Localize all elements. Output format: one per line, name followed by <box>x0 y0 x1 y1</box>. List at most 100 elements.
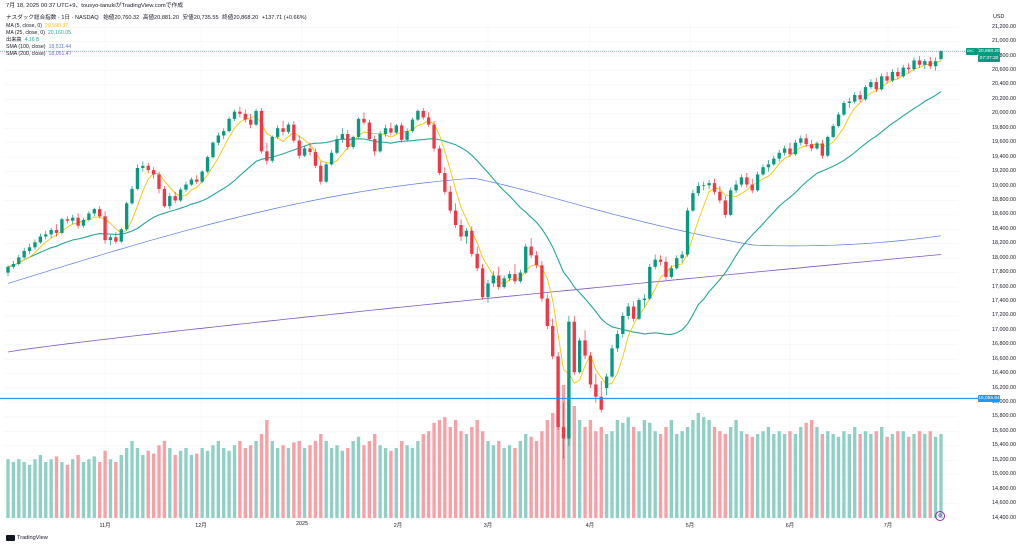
candle-body <box>799 138 803 143</box>
volume-bar <box>664 427 668 518</box>
volume-bar <box>739 431 744 518</box>
volume-bar <box>453 420 458 518</box>
legend-sma100[interactable]: SMA (100, close) 18,511.44 <box>6 44 71 51</box>
candle-body <box>869 82 873 88</box>
candle <box>71 214 75 225</box>
candle <box>540 261 544 302</box>
candle-body <box>761 167 765 175</box>
volume-bar <box>901 431 905 518</box>
candle <box>604 373 609 396</box>
volume-bar <box>22 462 26 518</box>
candle <box>124 201 129 231</box>
volume-bar <box>319 434 323 518</box>
candle <box>567 315 571 446</box>
candle <box>49 227 53 238</box>
volume-bar <box>157 445 161 518</box>
candle <box>853 92 857 104</box>
ma-25-line <box>7 91 942 335</box>
volume-bar <box>820 434 825 518</box>
candle <box>416 109 420 122</box>
time-tick-label: 2月 <box>393 523 403 529</box>
candle <box>615 330 620 352</box>
candle <box>437 145 442 176</box>
volume-bar <box>545 420 549 518</box>
candle-body <box>863 87 868 100</box>
volume-bar <box>324 441 328 518</box>
volume-bar <box>249 445 253 518</box>
candle <box>712 178 717 195</box>
candle-body <box>297 140 301 156</box>
candle <box>556 352 560 430</box>
candle <box>750 178 754 194</box>
candle-body <box>453 210 458 225</box>
candle <box>863 84 868 101</box>
candle <box>259 108 264 154</box>
candle-body <box>707 183 711 186</box>
symbol-name[interactable]: ナスダック総合指数 · 1日 · NASDAQ <box>6 15 99 21</box>
candle-body <box>610 348 614 377</box>
candle-body <box>502 278 506 288</box>
volume-bar <box>394 448 398 518</box>
legend-volume[interactable]: 出来高 4.16 B <box>6 37 40 44</box>
candle <box>739 174 744 187</box>
currency-label[interactable]: USD <box>993 14 1005 20</box>
candle-body <box>782 148 787 153</box>
candle-body <box>836 114 841 127</box>
candle-body <box>44 234 48 237</box>
candle-body <box>470 230 474 254</box>
volume-bar <box>782 434 787 518</box>
candle <box>874 77 878 93</box>
candle-body <box>448 191 452 211</box>
volume-bar <box>405 445 409 518</box>
volume-bar <box>842 431 846 518</box>
volume-bar <box>464 434 469 518</box>
volume-bar <box>416 441 420 518</box>
volume-bar <box>491 445 496 518</box>
candle-body <box>739 177 744 185</box>
volume-bar <box>923 434 927 518</box>
volume-bar <box>54 456 59 518</box>
horizontal-line-price-tag[interactable]: 16,055.84 <box>978 394 1000 402</box>
volume-bar <box>400 441 404 518</box>
volume-bar <box>885 436 889 518</box>
volume-bar <box>755 434 760 518</box>
candle <box>65 216 69 224</box>
candle-body <box>626 306 630 316</box>
high-value: 20,881.20 <box>154 15 179 21</box>
candle <box>702 181 706 191</box>
chart-settings-icon[interactable]: ⚙ <box>935 511 945 521</box>
volume-bar <box>346 448 350 518</box>
legend-label: SMA (100, close) <box>6 44 46 50</box>
volume-bar <box>745 434 749 518</box>
candle-body <box>222 131 226 136</box>
volume-bar <box>761 431 765 518</box>
legend-ma5[interactable]: MA (5, close, 0) 20,590.37 <box>6 23 68 30</box>
volume-bar <box>76 455 80 518</box>
price-tick-label: 18,800.00 <box>992 196 1016 203</box>
candle-body <box>346 134 350 148</box>
volume-bar <box>939 434 943 518</box>
candle-body <box>459 224 463 237</box>
legend-sma200[interactable]: SMA (200, close) 18,051.47 <box>6 51 72 58</box>
candle-body <box>766 164 771 168</box>
time-tick-label: 3月 <box>483 523 493 529</box>
candle-body <box>270 136 274 161</box>
candle <box>745 173 749 188</box>
candle-body <box>249 119 253 125</box>
candle-body <box>22 250 26 258</box>
candle-body <box>135 167 140 189</box>
volume-bar <box>831 434 835 518</box>
ma-5-line <box>7 60 942 386</box>
candle <box>621 312 625 338</box>
price-tick-label: 14,400.00 <box>992 514 1016 521</box>
volume-bar <box>189 455 194 518</box>
volume-bar <box>777 431 781 518</box>
legend-ma25[interactable]: MA (25, close, 0) 20,160.05 <box>6 30 71 37</box>
price-tick-label: 16,400.00 <box>992 370 1016 377</box>
volume-bar <box>723 434 727 518</box>
candle-body <box>745 177 749 185</box>
candle-body <box>680 254 684 259</box>
volume-bar <box>847 434 851 518</box>
